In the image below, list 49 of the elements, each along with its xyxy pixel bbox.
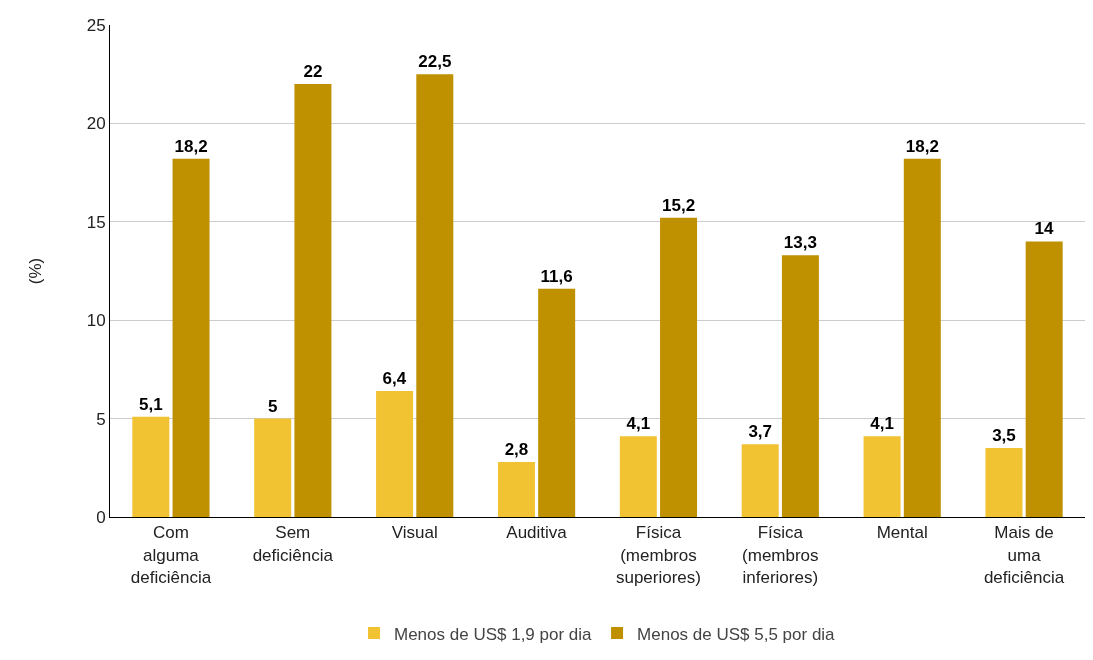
data-label: 18,2 [905,136,939,156]
y-tick-label: 0 [96,507,106,527]
data-label: 6,4 [382,369,407,389]
data-label: 15,2 [662,195,696,215]
bar [172,158,210,517]
bar [538,288,576,517]
bar [863,436,901,517]
x-tick-label: Sem deficiência [252,523,334,565]
legend-label: Menos de US$ 5,5 por dia [637,624,836,644]
y-axis-title: (%) [26,257,46,285]
bar [294,84,332,517]
bar [254,418,292,517]
x-tick-label: Mental [876,523,928,543]
data-label: 22,5 [418,52,452,72]
x-tick-label: Física (membros inferiores) [742,523,819,587]
bar [903,158,941,517]
data-label: 2,8 [504,439,529,459]
x-tick-label: Visual [391,523,438,543]
x-tick-label: Mais de uma deficiência [983,523,1065,587]
bar [619,436,657,517]
y-tick-label: 25 [86,15,106,35]
data-label: 13,3 [783,233,817,253]
data-label: 3,7 [748,422,773,442]
bar [985,448,1023,517]
bar [741,444,779,517]
legend-label: Menos de US$ 1,9 por dia [394,624,593,644]
x-tick-label: Física (membros superiores) [615,523,701,587]
bar [1025,241,1063,517]
data-label: 18,2 [174,136,208,156]
y-tick-label: 20 [86,114,106,134]
bar [376,391,414,517]
bar [781,255,819,517]
data-label: 5,1 [139,394,163,414]
data-label: 14 [1034,219,1054,239]
data-label: 5 [267,396,278,416]
data-label: 4,1 [870,414,894,434]
bar [132,416,170,517]
y-tick-label: 5 [96,409,106,429]
y-tick-label: 10 [86,311,106,331]
data-label: 4,1 [626,414,651,434]
data-label: 11,6 [540,266,573,286]
bar [660,217,698,517]
x-tick-label: Com alguma deficiência [130,523,212,587]
data-label: 22 [303,62,323,82]
bar [497,461,535,517]
y-tick-label: 15 [86,212,106,232]
bar [416,74,454,517]
data-label: 3,5 [992,426,1016,446]
x-tick-label: Auditiva [506,523,568,543]
